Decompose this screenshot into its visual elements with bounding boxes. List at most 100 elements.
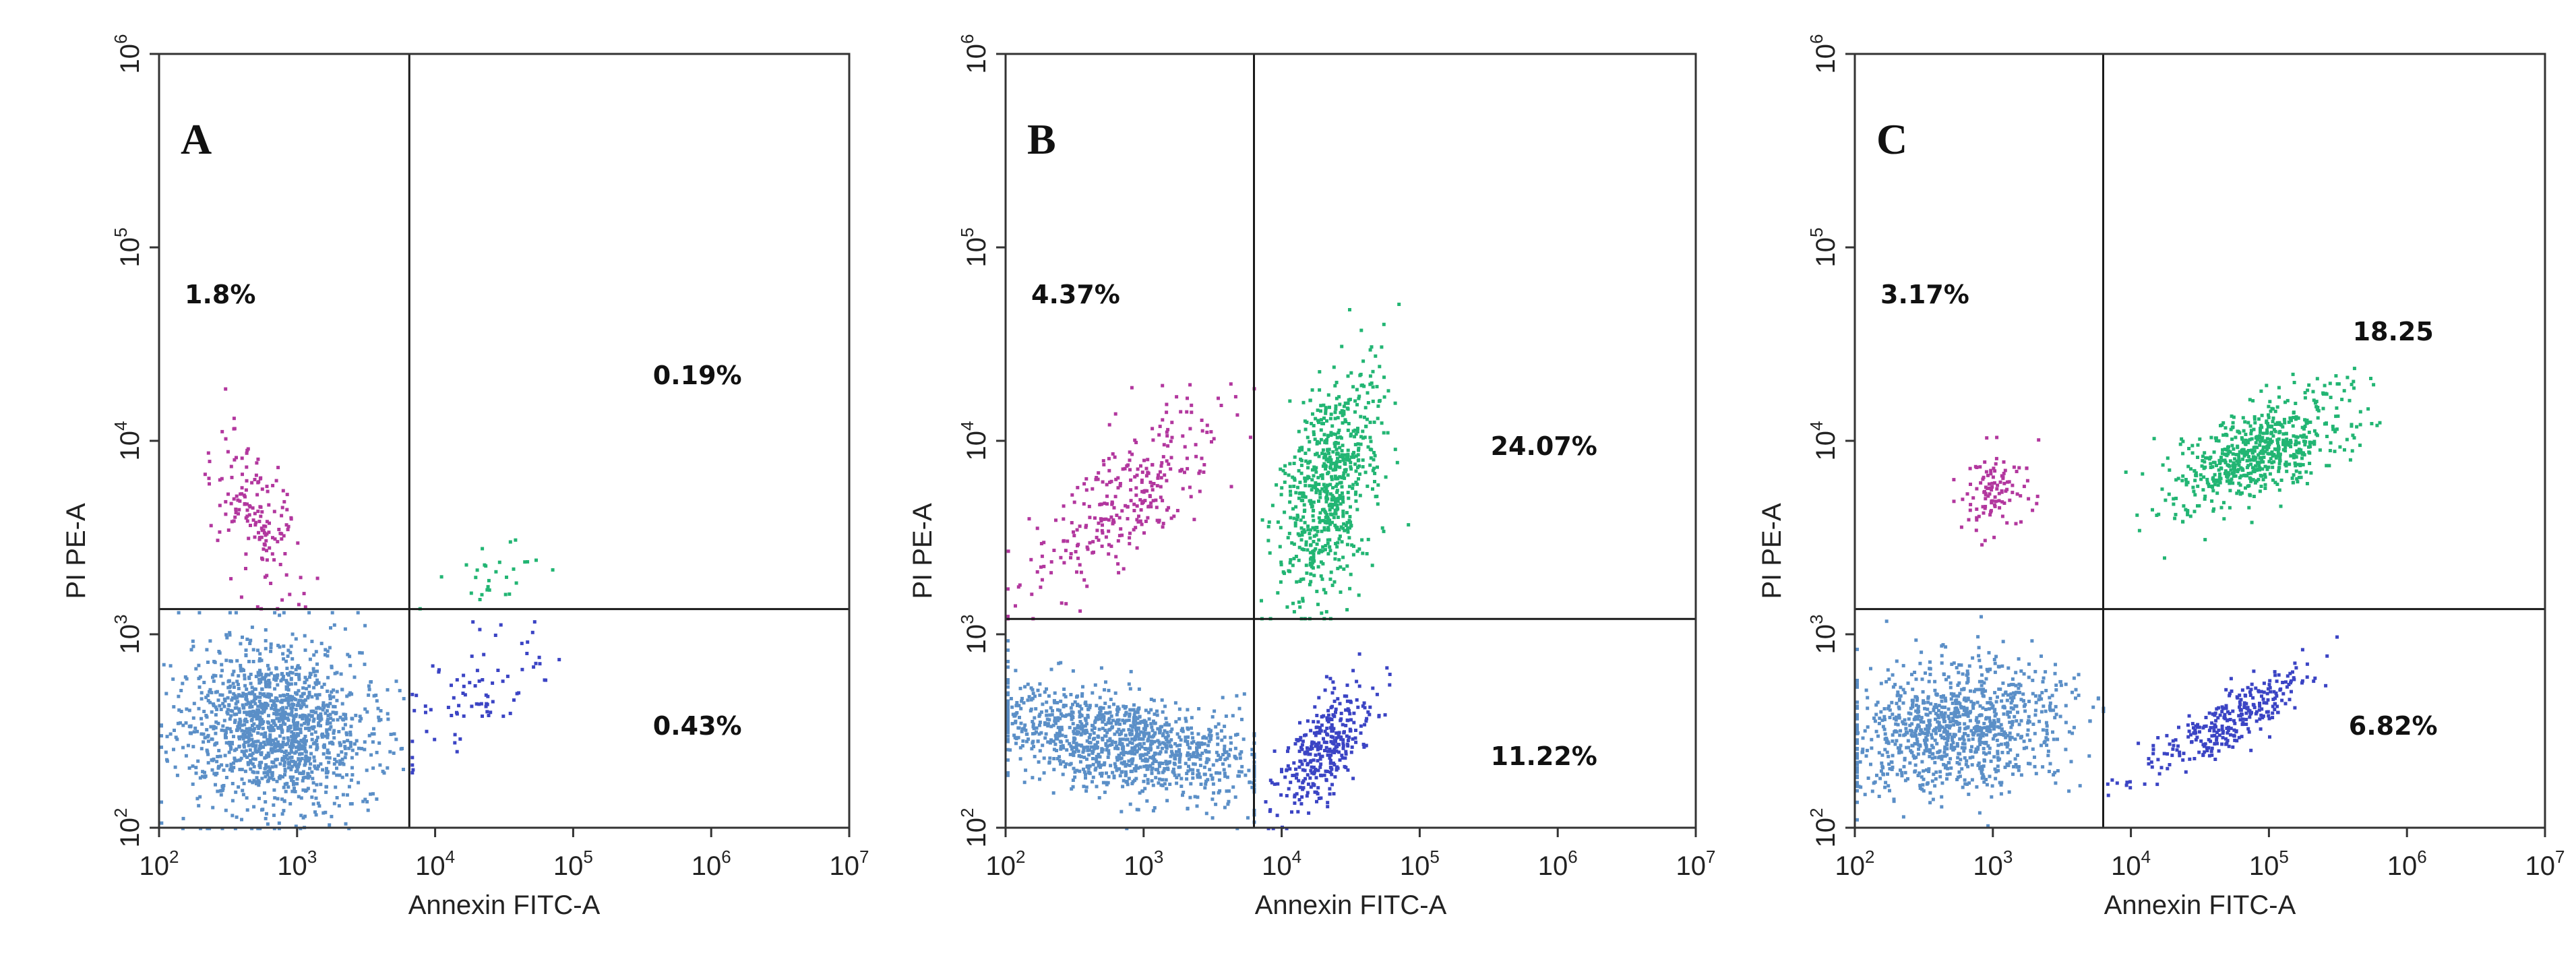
event-dot: [1326, 754, 1330, 757]
event-dot: [243, 733, 247, 737]
event-dot: [1896, 773, 1899, 777]
event-dot: [1316, 476, 1320, 479]
event-dot: [1217, 754, 1220, 757]
event-dot: [1116, 747, 1120, 750]
event-dot: [1907, 739, 1910, 743]
event-dot: [1333, 775, 1337, 779]
event-dot: [350, 756, 354, 760]
event-dot: [304, 676, 307, 679]
event-dot: [1961, 746, 1964, 750]
event-dot: [295, 740, 298, 743]
event-dot: [1332, 365, 1336, 369]
event-dot: [1936, 693, 1939, 696]
event-dot: [1887, 704, 1891, 708]
event-dot: [249, 524, 252, 527]
event-dot: [1242, 737, 1246, 741]
event-dot: [1353, 462, 1357, 466]
event-dot: [1950, 663, 1953, 666]
event-dot: [1324, 409, 1327, 413]
event-dot: [1117, 755, 1121, 758]
event-dot: [220, 729, 224, 732]
event-dot: [296, 541, 299, 545]
event-dot: [350, 802, 354, 805]
event-dot: [1335, 731, 1338, 735]
event-dot: [1381, 526, 1384, 530]
event-dot: [1376, 417, 1380, 420]
event-dot: [281, 506, 284, 510]
event-dot: [275, 697, 278, 700]
event-dot: [1108, 717, 1111, 721]
event-dot: [224, 809, 228, 812]
event-dot: [2060, 683, 2063, 687]
event-dot: [1349, 398, 1352, 401]
event-dot: [266, 532, 269, 536]
event-dot: [239, 721, 242, 725]
event-dot: [357, 611, 360, 615]
event-dot: [2053, 716, 2056, 719]
event-dot: [1894, 743, 1897, 746]
event-dot: [326, 709, 329, 712]
event-dot: [251, 724, 254, 727]
event-dot: [1346, 700, 1349, 703]
event-dot: [1349, 700, 1353, 704]
y-tick-group: 104: [957, 421, 991, 461]
event-dot: [367, 684, 371, 688]
event-dot: [1884, 732, 1887, 735]
event-dot: [1114, 692, 1117, 695]
event-dot: [191, 745, 195, 748]
event-dot: [1318, 370, 1321, 373]
event-dot: [184, 675, 187, 679]
event-dot: [1235, 757, 1238, 760]
event-dot: [1922, 769, 1925, 772]
event-dot: [505, 576, 508, 579]
event-dot: [260, 526, 264, 530]
event-dot: [1387, 389, 1390, 392]
event-dot: [251, 626, 254, 629]
event-dot: [1204, 780, 1208, 783]
event-dot: [1037, 739, 1040, 743]
event-dot: [1131, 725, 1134, 729]
event-dot: [280, 537, 283, 541]
event-dot: [322, 752, 326, 756]
event-dot: [1340, 525, 1343, 528]
event-dot: [1020, 730, 1024, 733]
event-dot: [319, 783, 322, 786]
event-dot: [1113, 774, 1116, 778]
event-dot: [1138, 721, 1142, 725]
event-dot: [1214, 803, 1217, 806]
event-dot: [255, 461, 258, 464]
event-dot: [1308, 440, 1311, 444]
event-dot: [261, 487, 264, 491]
event-dot: [2054, 663, 2057, 666]
event-dot: [431, 665, 435, 668]
event-dot: [1026, 698, 1030, 702]
event-dot: [286, 493, 289, 496]
event-dot: [1109, 764, 1112, 767]
y-tick-label-base: 10: [115, 237, 145, 268]
event-dot: [317, 706, 320, 709]
event-dot: [1321, 578, 1324, 581]
event-dot: [202, 710, 206, 713]
event-dot: [1314, 526, 1318, 529]
event-dot: [1085, 584, 1088, 588]
event-dot: [1179, 785, 1183, 788]
event-dot: [1139, 766, 1142, 769]
event-dot: [260, 510, 264, 514]
event-dot: [1225, 750, 1229, 754]
event-dot: [1192, 751, 1196, 754]
event-dot: [279, 563, 282, 566]
event-dot: [296, 732, 299, 735]
event-dot: [301, 789, 305, 792]
event-dot: [1304, 484, 1307, 487]
event-dot: [1091, 757, 1095, 760]
event-dot: [496, 669, 499, 672]
event-dot: [264, 647, 268, 650]
event-dot: [1339, 736, 1343, 739]
event-dot: [1335, 545, 1339, 549]
event-dot: [332, 729, 336, 733]
event-dot: [1043, 690, 1047, 694]
event-dot: [1380, 345, 1383, 348]
event-dot: [245, 638, 249, 641]
event-dot: [345, 731, 348, 735]
event-dot: [1080, 744, 1083, 748]
